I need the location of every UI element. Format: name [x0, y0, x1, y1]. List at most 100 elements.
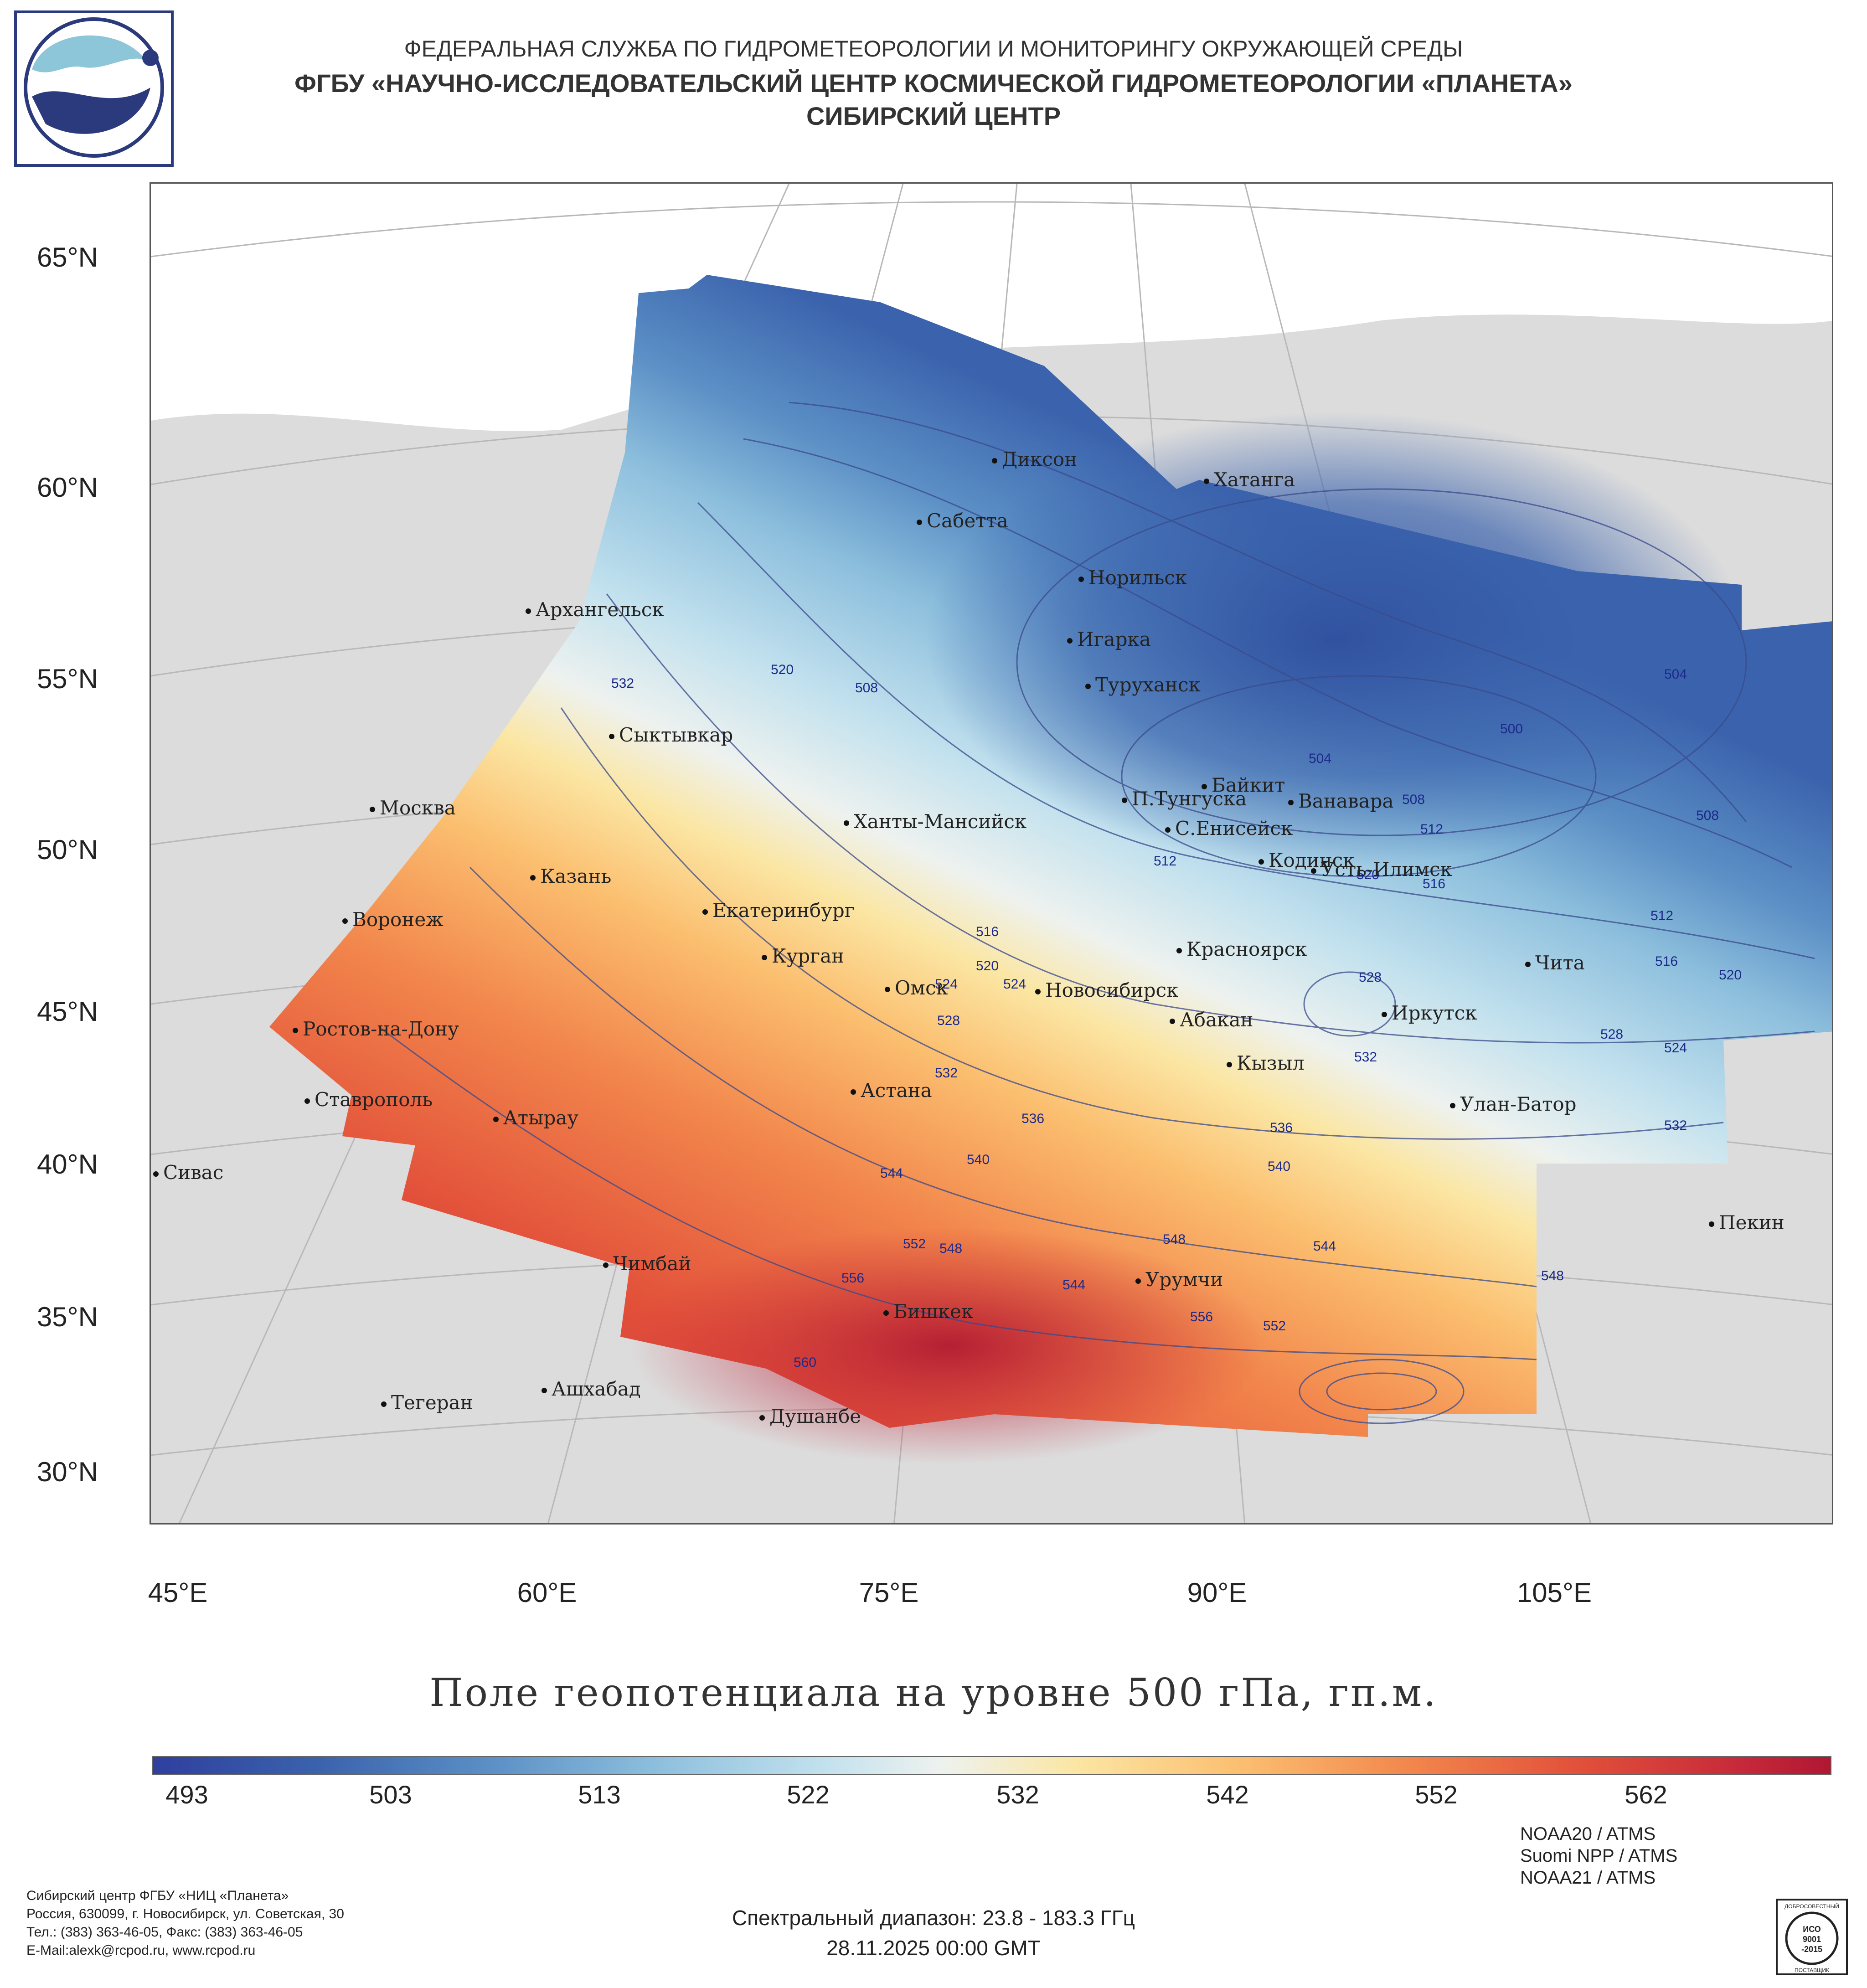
city-name: Ростов-на-Дону	[303, 1018, 459, 1040]
city-name: Игарка	[1077, 628, 1151, 650]
sensor-item: NOAA20 / ATMS	[1520, 1824, 1656, 1844]
city-dot	[759, 1415, 765, 1421]
isoline-label: 512	[1650, 908, 1674, 923]
city-label: Байкит	[1202, 774, 1285, 796]
city-dot	[342, 918, 348, 924]
city-name: Сивас	[163, 1161, 224, 1184]
colorbar-tick: 542	[1206, 1780, 1249, 1809]
city-name: Ставрополь	[315, 1088, 433, 1111]
cert-text: -2015	[1801, 1945, 1822, 1954]
colorbar-tick: 503	[369, 1780, 412, 1809]
city-label: Сабетта	[917, 510, 1008, 532]
city-label: Москва	[370, 797, 456, 819]
lon-label: 60°E	[517, 1577, 577, 1608]
city-name: Байкит	[1212, 774, 1285, 796]
isoline-label: 520	[771, 662, 794, 677]
isoline-label: 520	[976, 958, 999, 973]
isoline-label: 524	[1664, 1040, 1687, 1056]
city-name: Сабетта	[927, 510, 1008, 532]
lat-label: 40°N	[36, 1149, 98, 1179]
city-name: Сыктывкар	[619, 724, 733, 746]
city-name: Абакан	[1180, 1009, 1253, 1031]
city-dot	[1170, 1019, 1175, 1024]
isoline-label: 524	[1003, 977, 1026, 992]
city-label: Диксон	[992, 448, 1077, 470]
isoline-label: 536	[1021, 1111, 1045, 1126]
city-name: Ванавара	[1298, 790, 1394, 812]
isoline-label: 524	[935, 977, 958, 992]
lon-label: 75°E	[859, 1577, 919, 1608]
city-dot	[851, 1089, 856, 1095]
city-name: Норильск	[1088, 567, 1187, 589]
city-label: Курган	[762, 945, 844, 967]
lon-label: 90°E	[1187, 1577, 1247, 1608]
city-dot	[530, 875, 536, 881]
city-label: Пекин	[1709, 1211, 1784, 1234]
city-dot	[885, 987, 890, 992]
isoline-label: 500	[1500, 721, 1523, 736]
lat-label: 65°N	[36, 242, 98, 273]
city-label: Душанбе	[759, 1405, 861, 1427]
footer-address: Россия, 630099, г. Новосибирск, ул. Сове…	[26, 1906, 344, 1921]
city-dot	[381, 1401, 387, 1407]
city-dot	[702, 909, 708, 915]
city-name: Бишкек	[893, 1300, 974, 1323]
sensor-item: Suomi NPP / ATMS	[1520, 1846, 1678, 1866]
city-label: Абакан	[1170, 1009, 1253, 1031]
city-dot	[1165, 827, 1171, 833]
city-name: Курган	[772, 945, 845, 967]
city-name: Воронеж	[352, 908, 444, 931]
city-label: Урумчи	[1135, 1268, 1223, 1291]
city-label: Ставрополь	[304, 1088, 433, 1111]
city-dot	[526, 608, 531, 614]
city-name: Ашхабад	[552, 1378, 641, 1400]
city-dot	[603, 1262, 609, 1268]
isoline-label: 548	[1163, 1232, 1186, 1247]
isoline-label: 516	[1655, 954, 1678, 969]
city-name: Тегеран	[391, 1391, 473, 1414]
city-dot	[493, 1117, 499, 1122]
spectral-range: Спектральный диапазон: 23.8 - 183.3 ГГц	[732, 1906, 1135, 1930]
iso-cert-badge: ДОБРОСОВЕСТНЫЙ ИСО 9001 -2015 ПОСТАВЩИК	[1776, 1899, 1848, 1975]
city-label: Норильск	[1078, 567, 1187, 589]
isoline-label: 512	[1154, 854, 1177, 869]
colorbar	[152, 1756, 1831, 1775]
isoline-label: 536	[1270, 1120, 1293, 1135]
lat-label: 50°N	[36, 834, 98, 865]
city-dot	[1525, 962, 1531, 967]
city-name: Кодинск	[1269, 849, 1355, 871]
map-title: Поле геопотенциала на уровне 500 гПа, гп…	[429, 1670, 1438, 1715]
city-label: Чита	[1525, 952, 1585, 974]
city-name: Казань	[540, 865, 612, 887]
city-name: Москва	[380, 797, 456, 819]
lat-label: 55°N	[36, 664, 98, 694]
city-label: Тегеран	[381, 1391, 473, 1414]
map-canvas	[151, 184, 1832, 1523]
lon-label: 105°E	[1516, 1577, 1592, 1608]
city-label: Воронеж	[342, 908, 444, 931]
isoline-label: 548	[939, 1241, 963, 1256]
footer-phone: Тел.: (383) 363-46-05, Факс: (383) 363-4…	[26, 1925, 303, 1940]
city-dot	[1135, 1278, 1141, 1284]
cert-text: 9001	[1803, 1935, 1821, 1944]
city-dot	[1035, 989, 1041, 994]
lon-label: 45°E	[148, 1577, 208, 1608]
city-label: Чимбай	[603, 1252, 691, 1275]
datetime: 28.11.2025 00:00 GMT	[826, 1936, 1041, 1960]
city-name: Архангельск	[536, 598, 664, 621]
city-name: Чита	[1535, 952, 1585, 974]
isoline-label: 516	[976, 924, 999, 939]
city-label: Казань	[530, 865, 611, 887]
city-label: С.Енисейск	[1165, 817, 1293, 839]
city-dot	[1227, 1062, 1232, 1067]
city-name: Ханты-Мансийск	[854, 810, 1027, 833]
isoline-label: 528	[1600, 1027, 1624, 1042]
city-dot	[609, 734, 614, 739]
city-name: Кызыл	[1237, 1052, 1305, 1074]
lat-label: 60°N	[36, 472, 98, 503]
isoline-label: 508	[855, 680, 878, 695]
city-dot	[1202, 784, 1207, 789]
isoline-label: 548	[1541, 1268, 1564, 1283]
isoline-label: 532	[611, 676, 634, 691]
city-name: Чимбай	[613, 1252, 691, 1275]
